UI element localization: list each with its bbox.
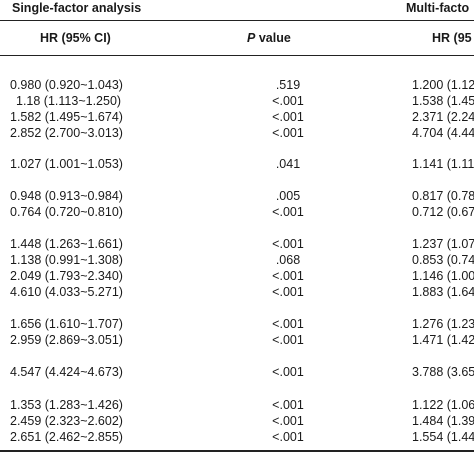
table-row-hr: 2.959 (2.869~3.051) [10, 333, 123, 347]
table-row-multi-hr: 1.237 (1.07 [412, 237, 474, 251]
table-row-multi-hr: 0.853 (0.74 [412, 253, 474, 267]
p-value-suffix: value [255, 31, 291, 45]
table-row-hr: 1.18 (1.113~1.250) [16, 94, 122, 108]
header-bottom-rule [0, 55, 474, 56]
table-row-hr: 2.459 (2.323~2.602) [10, 414, 123, 428]
header-group-rule [0, 20, 474, 21]
table-row-p: <.001 [272, 365, 304, 379]
table-row-multi-hr: 0.817 (0.78 [412, 189, 474, 203]
table-row-hr: 0.948 (0.913~0.984) [10, 189, 123, 203]
table-row-multi-hr: 1.538 (1.45 [412, 94, 474, 108]
table-row-multi-hr: 1.276 (1.23 [412, 317, 474, 331]
table-row-multi-hr: 1.484 (1.39 [412, 414, 474, 428]
hr-ci-header-multi: HR (95 [432, 31, 472, 45]
table-row-p: <.001 [272, 205, 304, 219]
table-row-multi-hr: 4.704 (4.44 [412, 126, 474, 140]
table-row-hr: 1.353 (1.283~1.426) [10, 398, 123, 412]
table-row-hr: 1.582 (1.495~1.674) [10, 110, 123, 124]
table-row-hr: 1.448 (1.263~1.661) [10, 237, 123, 251]
p-value-header: P value [247, 31, 291, 45]
table-row-p: .041 [275, 157, 301, 171]
table-row-p: <.001 [272, 398, 304, 412]
table-row-multi-hr: 1.554 (1.44 [412, 430, 474, 444]
table-row-p: .519 [275, 78, 301, 92]
table-row-hr: 4.610 (4.033~5.271) [10, 285, 123, 299]
table-bottom-rule [0, 450, 474, 452]
table-row-multi-hr: 1.471 (1.42 [412, 333, 474, 347]
table-row-hr: 4.547 (4.424~4.673) [10, 365, 123, 379]
table-row-hr: 0.764 (0.720~0.810) [10, 205, 123, 219]
hr-ci-header-single: HR (95% CI) [40, 31, 111, 45]
table-row-hr: 2.852 (2.700~3.013) [10, 126, 123, 140]
multi-factor-heading: Multi-facto [406, 1, 470, 15]
table-row-hr: 2.651 (2.462~2.855) [10, 430, 123, 444]
single-factor-heading: Single-factor analysis [12, 1, 142, 15]
table-row-p: <.001 [272, 285, 304, 299]
table-row-p: <.001 [272, 126, 304, 140]
table-row-multi-hr: 1.200 (1.12 [412, 78, 474, 92]
table-row-hr: 1.138 (0.991~1.308) [10, 253, 123, 267]
table-row-p: <.001 [272, 414, 304, 428]
table-row-multi-hr: 1.141 (1.11 [412, 157, 474, 171]
table-row-hr: 1.027 (1.001~1.053) [10, 157, 123, 171]
table-row-multi-hr: 1.146 (1.00 [412, 269, 474, 283]
table-row-p: <.001 [272, 333, 304, 347]
table-row-multi-hr: 0.712 (0.67 [412, 205, 474, 219]
table-row-p: .005 [275, 189, 301, 203]
p-letter: P [247, 31, 256, 45]
table-row-p: <.001 [272, 317, 304, 331]
table-row-hr: 0.980 (0.920~1.043) [10, 78, 123, 92]
table-row-p: <.001 [272, 237, 304, 251]
table-row-p: <.001 [272, 110, 304, 124]
table-row-hr: 1.656 (1.610~1.707) [10, 317, 123, 331]
table-row-p: .068 [275, 253, 301, 267]
table-row-p: <.001 [272, 430, 304, 444]
table-row-hr: 2.049 (1.793~2.340) [10, 269, 123, 283]
table-row-multi-hr: 2.371 (2.24 [412, 110, 474, 124]
table-row-multi-hr: 1.883 (1.64 [412, 285, 474, 299]
table-row-p: <.001 [272, 94, 304, 108]
table-row-p: <.001 [272, 269, 304, 283]
table-row-multi-hr: 3.788 (3.65 [412, 365, 474, 379]
table-row-multi-hr: 1.122 (1.06 [412, 398, 474, 412]
